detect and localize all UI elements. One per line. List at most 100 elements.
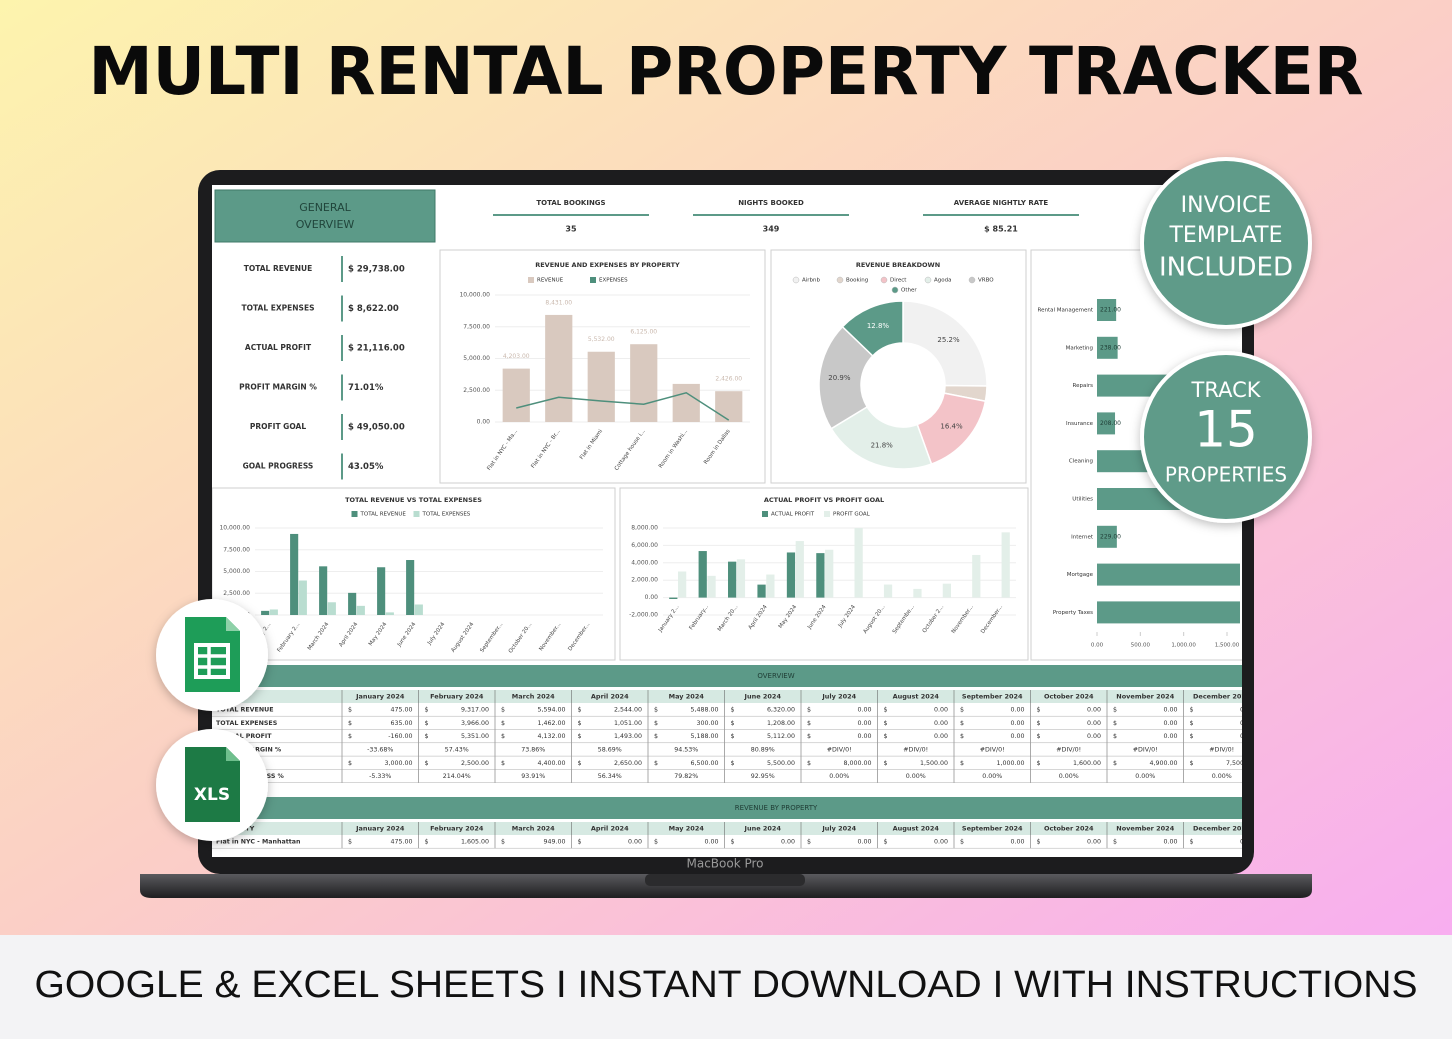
bar — [672, 383, 700, 422]
cell: 92.95% — [751, 773, 775, 780]
legend-label: TOTAL EXPENSES — [422, 512, 471, 518]
currency: $ — [1113, 733, 1117, 740]
y-tick-label: Property Taxes — [1053, 610, 1093, 616]
cell: 0.00% — [982, 773, 1002, 780]
currency: $ — [884, 839, 888, 846]
legend-swatch — [836, 276, 844, 284]
bar — [290, 533, 299, 615]
column-header: May 2024 — [669, 693, 705, 701]
badge-text: TEMPLATE — [1168, 223, 1282, 248]
cell: 5,488.00 — [690, 707, 718, 714]
kpi-label: TOTAL EXPENSES — [242, 304, 315, 313]
currency: $ — [578, 707, 582, 714]
value-label: 229.00 — [1100, 533, 1121, 540]
cell: 58.69% — [598, 747, 622, 754]
chart-title: REVENUE BREAKDOWN — [856, 261, 940, 269]
column-header: July 2024 — [821, 693, 856, 701]
y-tick-label: 5,000.00 — [463, 355, 490, 362]
cell: 0.00 — [1240, 707, 1254, 714]
cell: 0.00 — [1163, 707, 1177, 714]
value-label: 6,125.00 — [630, 329, 657, 336]
currency: $ — [884, 707, 888, 714]
cell: #DIV/0! — [827, 747, 852, 754]
currency: $ — [731, 733, 735, 740]
currency: $ — [1113, 707, 1117, 714]
currency: $ — [731, 707, 735, 714]
cell: 94.53% — [674, 747, 698, 754]
column-header: November 2024 — [1116, 825, 1174, 833]
currency: $ — [501, 720, 505, 727]
sheets-icon-fold — [226, 617, 240, 631]
title: MULTI RENTAL PROPERTY TRACKER — [89, 33, 1364, 110]
column-header: March 2024 — [512, 693, 555, 701]
bar — [736, 559, 746, 598]
bar — [883, 584, 893, 598]
kpi-value: $ 29,738.00 — [348, 265, 405, 275]
y-tick-label: 2,000.00 — [631, 577, 658, 584]
bar — [942, 583, 951, 598]
cell: 0.00 — [857, 733, 871, 740]
currency: $ — [960, 839, 964, 846]
cell: 1,500.00 — [920, 760, 948, 767]
cell: 0.00 — [1087, 707, 1101, 714]
cell: #DIV/0! — [1209, 747, 1234, 754]
column-header: October 2024 — [1044, 825, 1094, 833]
legend-swatch — [590, 277, 596, 283]
cell: 9,317.00 — [461, 707, 489, 714]
currency: $ — [501, 839, 505, 846]
cell: 0.00 — [781, 839, 795, 846]
dashboard: GENERAL OVERVIEW TOTAL REVENUE $ 29,738.00 T… — [212, 189, 1254, 849]
bar — [707, 575, 716, 598]
cell: 0.00 — [1240, 733, 1254, 740]
bar — [1097, 336, 1118, 359]
cell: 4,900.00 — [1149, 760, 1177, 767]
cell: 79.82% — [674, 773, 698, 780]
cell: 0.00% — [1212, 773, 1232, 780]
legend-label: REVENUE — [537, 278, 564, 284]
row-label: TOTAL EXPENSES — [216, 720, 278, 727]
currency: $ — [960, 733, 964, 740]
currency: $ — [1037, 760, 1041, 767]
cell: 0.00 — [1087, 720, 1101, 727]
currency: $ — [501, 760, 505, 767]
y-tick-label: 7,500.00 — [223, 546, 250, 553]
currency: $ — [654, 760, 658, 767]
cell: 3,966.00 — [461, 720, 489, 727]
value-label: 16.4% — [940, 423, 963, 431]
legend-swatch — [792, 276, 800, 284]
x-tick-label: 1,000.00 — [1171, 643, 1196, 649]
cell: 56.34% — [598, 773, 622, 780]
y-tick-label: 6,000.00 — [631, 542, 658, 549]
y-tick-label: 0.00 — [477, 419, 491, 426]
overview-box — [214, 189, 436, 243]
table-title: OVERVIEW — [757, 672, 794, 680]
legend-swatch — [880, 276, 888, 284]
currency: $ — [960, 760, 964, 767]
bar — [298, 580, 307, 615]
bar — [1097, 563, 1240, 586]
badge-text: INVOICE — [1181, 193, 1272, 218]
currency: $ — [1190, 839, 1194, 846]
bar — [1001, 532, 1010, 598]
cell: 2,500.00 — [461, 760, 489, 767]
bar — [356, 605, 365, 615]
cell: 0.00 — [857, 720, 871, 727]
bar — [854, 528, 863, 598]
bar — [545, 314, 573, 422]
stat-label: NIGHTS BOOKED — [738, 199, 804, 207]
cell: -5.33% — [369, 773, 391, 780]
cell: 0.00 — [1010, 707, 1024, 714]
currency: $ — [425, 760, 429, 767]
cell: 0.00 — [934, 733, 948, 740]
bar — [261, 610, 270, 615]
bar — [406, 560, 415, 615]
column-header: June 2024 — [744, 693, 782, 701]
cell: 0.00% — [906, 773, 926, 780]
column-header: January 2024 — [355, 693, 405, 701]
y-tick-label: 2,500.00 — [223, 590, 250, 597]
excel-label: XLS — [194, 785, 230, 805]
y-tick-label: 7,500.00 — [463, 323, 490, 330]
bar — [319, 566, 328, 615]
cell: 1,600.00 — [1073, 760, 1101, 767]
